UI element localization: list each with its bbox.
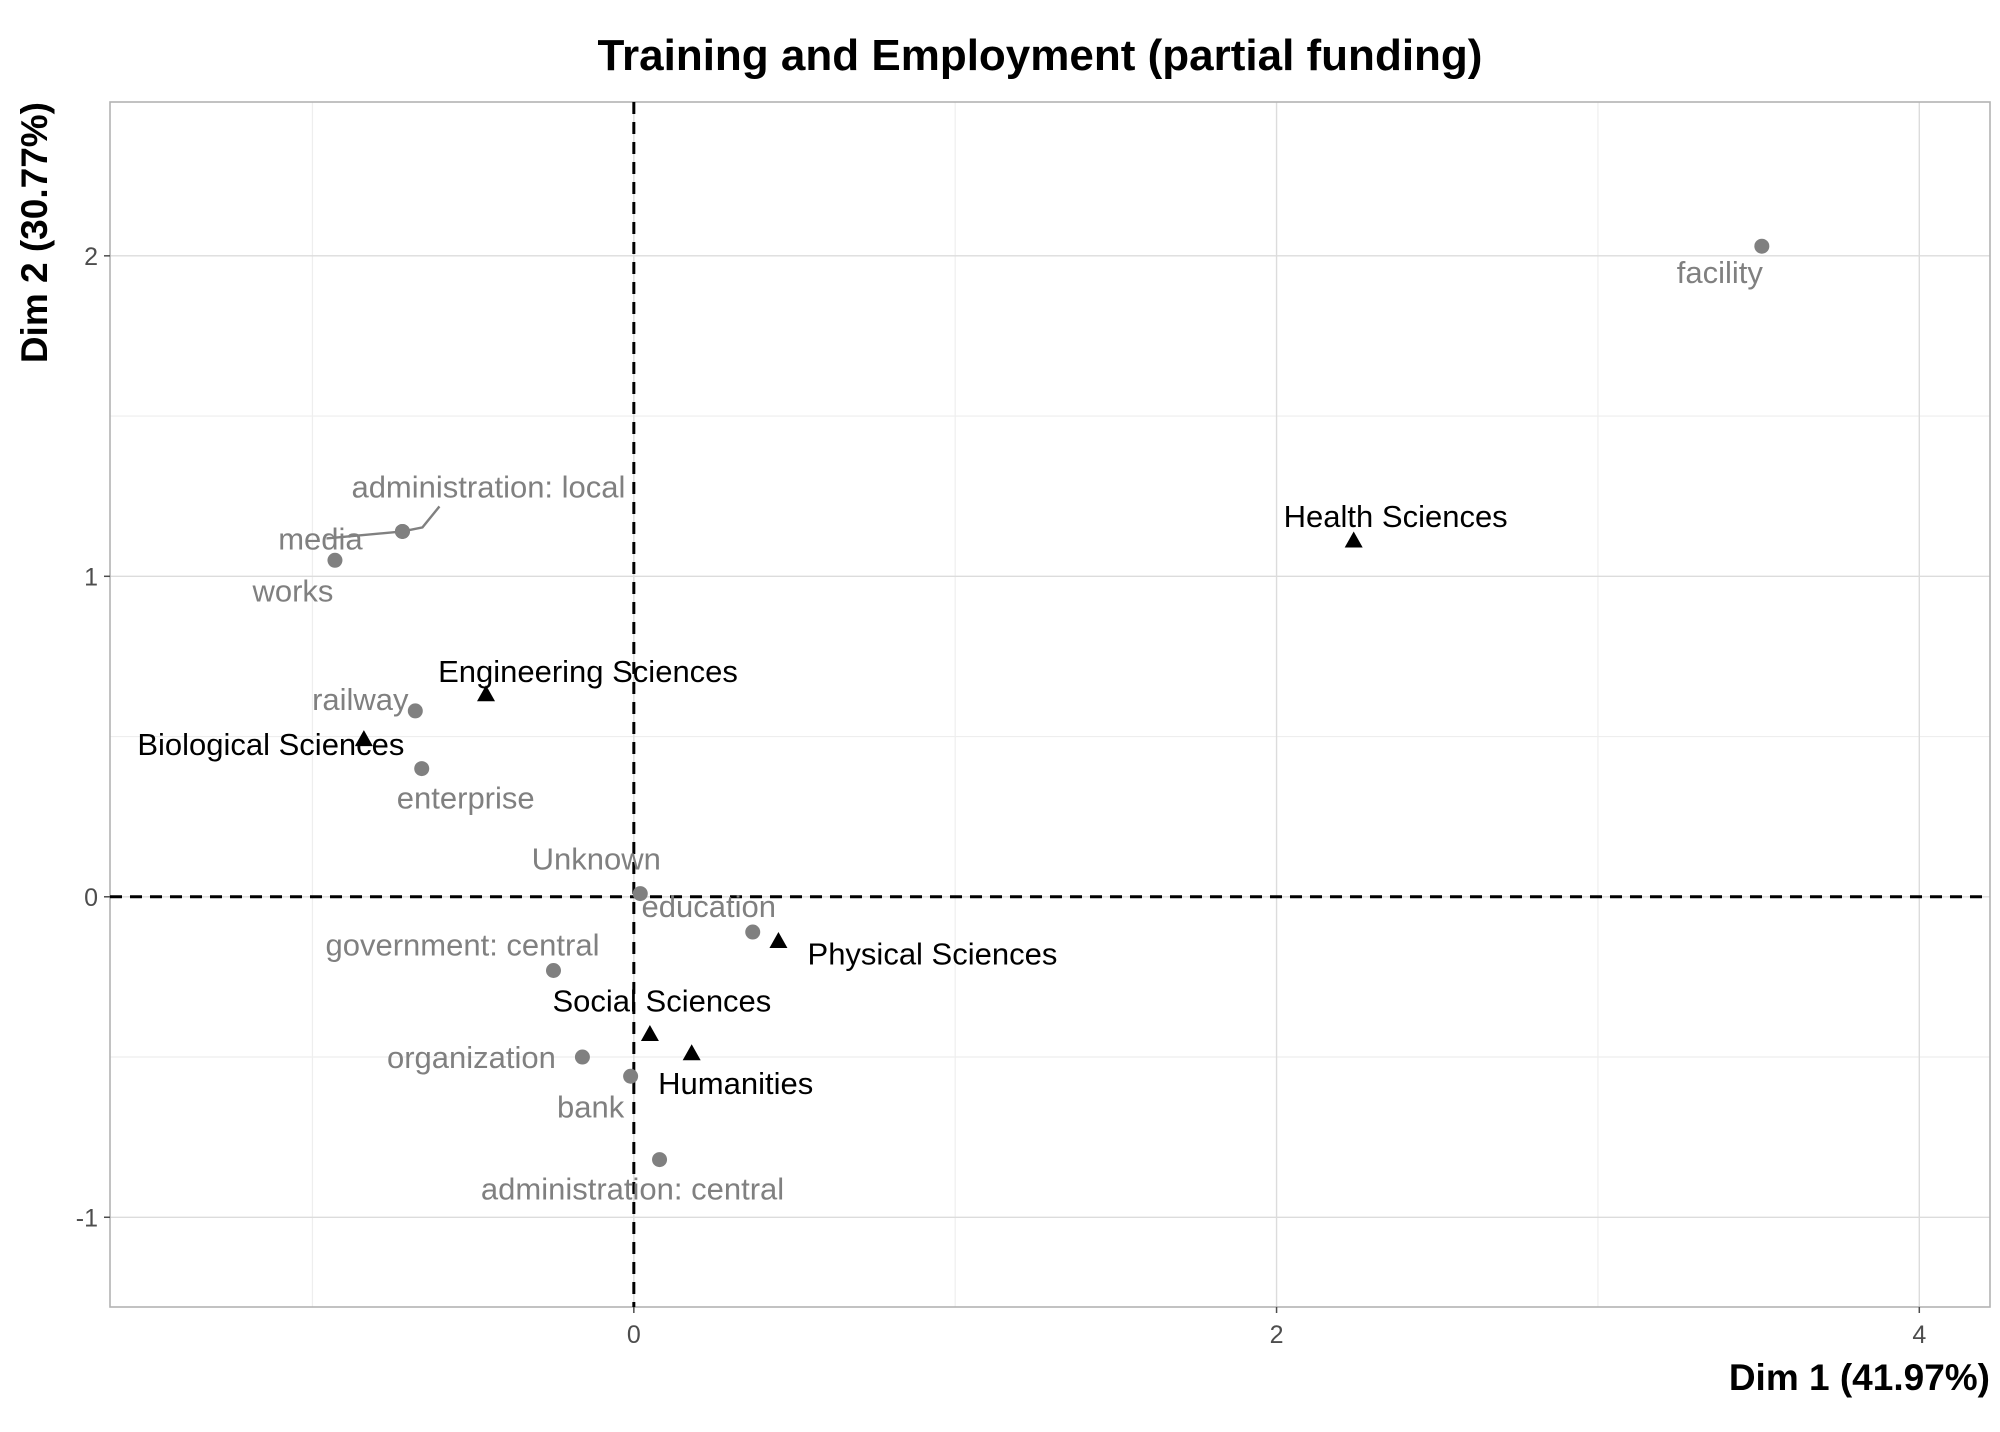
label-unknown: Unknown (532, 842, 661, 877)
label-works: works (251, 573, 333, 608)
data-points (327, 238, 1770, 1168)
label-health-sciences: Health Sciences (1284, 499, 1508, 534)
y-tick-label: 1 (84, 563, 98, 591)
label-social-sciences: Social Sciences (552, 984, 771, 1019)
y-tick-label: 2 (84, 243, 98, 271)
y-axis-title: Dim 2 (30.77%) (14, 102, 55, 363)
point-physical-sciences (769, 932, 788, 949)
label-education: education (642, 889, 776, 924)
point-labels: facility administration: local media works r… (137, 255, 1763, 1206)
label-media: media (278, 521, 363, 556)
reference-lines (110, 102, 1990, 1307)
x-tick-label: 4 (1912, 1321, 1926, 1349)
point-biological-sciences (354, 730, 373, 747)
point-social-sciences (640, 1024, 659, 1041)
x-tick-label: 2 (1270, 1321, 1284, 1349)
label-facility: facility (1677, 255, 1764, 290)
label-physical-sciences: Physical Sciences (808, 937, 1058, 972)
point-facility (1754, 238, 1770, 254)
x-axis-title: Dim 1 (41.97%) (1729, 1357, 1990, 1398)
point-engineering-sciences (477, 685, 495, 702)
label-humanities: Humanities (658, 1066, 813, 1101)
point-humanities (682, 1044, 701, 1061)
chart-title: Training and Employment (partial funding… (598, 31, 1483, 80)
label-government-central: government: central (325, 927, 599, 962)
point-enterprise (414, 761, 430, 777)
label-railway: railway (312, 682, 409, 717)
point-health-sciences (1344, 531, 1363, 548)
point-works (327, 552, 343, 568)
label-organization: organization (387, 1040, 556, 1075)
x-tick-label: 0 (627, 1321, 641, 1349)
point-railway (407, 703, 423, 719)
y-tick-label: -1 (76, 1204, 98, 1232)
point-administration-central (652, 1152, 668, 1168)
label-administration-local: administration: local (351, 469, 625, 504)
label-engineering-sciences: Engineering Sciences (438, 654, 738, 689)
point-bank (623, 1068, 639, 1084)
label-enterprise: enterprise (397, 781, 535, 816)
minor-gridlines (110, 102, 1990, 1307)
y-tick-label: 0 (84, 884, 98, 912)
leader-line (326, 530, 403, 540)
point-government-central (545, 962, 561, 978)
label-administration-central: administration: central (481, 1172, 784, 1207)
axis-ticks: 0 2 4 -1 0 1 2 (76, 243, 1927, 1349)
point-education (745, 924, 761, 940)
label-bank: bank (557, 1089, 625, 1124)
label-biological-sciences: Biological Sciences (137, 727, 404, 762)
point-media (394, 523, 410, 539)
point-unknown (632, 886, 648, 902)
point-organization (574, 1049, 590, 1065)
plot-panel-border (109, 101, 1991, 1308)
